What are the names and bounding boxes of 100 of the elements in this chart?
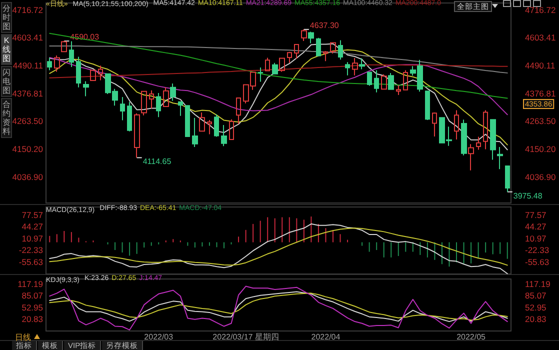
candlestick <box>316 37 321 56</box>
y-tick-label: 117.19 <box>18 279 44 290</box>
candlestick <box>185 105 190 138</box>
candlestick <box>54 55 60 72</box>
candlestick <box>352 57 358 76</box>
candlestick <box>120 96 125 121</box>
y2-tick-label: 77.57 <box>525 210 547 220</box>
candlestick <box>403 70 408 90</box>
y-tick-label: 44.27 <box>22 222 44 232</box>
y2-tick-label: 117.19 <box>525 279 551 290</box>
y-tick-label: 20.83 <box>22 314 44 324</box>
line-series <box>49 56 508 116</box>
y2-tick-label: -55.63 <box>525 256 550 267</box>
candlestick <box>505 165 510 192</box>
candlestick <box>192 117 198 148</box>
y2-tick-label: 4490.11 <box>525 60 556 71</box>
candlestick <box>149 90 154 110</box>
y2-tick-label: 52.95 <box>525 302 547 312</box>
tab-button: 分时图 <box>1 2 12 33</box>
x-tick-label: 2022/04 <box>311 332 341 342</box>
candlestick <box>229 118 234 140</box>
candlestick <box>134 112 140 158</box>
candlestick <box>69 40 74 68</box>
y-tick-label: -22.33 <box>18 245 44 256</box>
candlestick <box>490 119 496 160</box>
candlestick <box>367 71 372 86</box>
candlestick <box>214 114 219 138</box>
candlestick <box>388 72 394 90</box>
candlestick <box>497 146 503 170</box>
candlestick <box>127 101 132 132</box>
text: 3975.48 <box>513 191 543 200</box>
y2-tick-label: 20.83 <box>525 314 547 324</box>
line-series <box>49 64 508 78</box>
candlestick <box>425 90 430 121</box>
text: 日线 <box>15 332 31 342</box>
candlestick <box>236 97 241 124</box>
y2-tick-label: 4150.20 <box>525 144 556 154</box>
candlestick <box>76 56 81 88</box>
candlestick <box>381 74 387 90</box>
candlestick <box>301 28 307 42</box>
candlestick <box>163 86 169 108</box>
candlestick <box>374 70 379 93</box>
line-series <box>49 228 508 266</box>
candlestick <box>90 69 96 82</box>
candlestick <box>461 119 467 156</box>
y2-tick-label: 10.97 <box>525 233 547 244</box>
line-series <box>49 32 508 99</box>
y-tick-label: 85.07 <box>22 290 44 301</box>
y2-tick-label: 85.07 <box>525 290 547 301</box>
candlestick <box>265 57 270 72</box>
candlestick <box>272 62 278 74</box>
candlestick <box>170 82 176 102</box>
line-series <box>49 286 508 330</box>
line-series <box>49 45 508 74</box>
candlestick <box>330 42 336 54</box>
candlestick <box>476 136 481 150</box>
annotation: 4590.03 <box>70 32 100 42</box>
y-tick-label: 52.95 <box>22 302 44 312</box>
y-tick-label: 4603.41 <box>12 32 44 43</box>
candlestick <box>258 67 263 82</box>
candlestick <box>345 62 350 76</box>
y2-tick-label: 4603.41 <box>525 32 556 43</box>
y2-tick-label: 4036.90 <box>525 172 556 182</box>
candlestick <box>279 57 285 72</box>
y-tick-label: -55.63 <box>18 256 44 267</box>
y-tick-label: 10.97 <box>22 233 44 244</box>
candlestick <box>454 110 459 140</box>
candlestick <box>61 40 67 52</box>
y-tick-label: 4716.72 <box>12 4 44 15</box>
x-tick-label: 2022/05 <box>456 332 486 342</box>
candlestick <box>207 120 212 135</box>
y-tick-label: 4376.81 <box>12 88 44 98</box>
y-tick-label: 4490.11 <box>12 60 44 71</box>
y2-tick-label: -22.33 <box>525 245 550 256</box>
y-tick-label: 4150.20 <box>12 144 44 154</box>
candlestick <box>338 40 343 60</box>
tab-button: K线图 <box>1 34 12 65</box>
line-series <box>49 223 508 274</box>
y2-tick-label: 44.27 <box>525 222 547 232</box>
y-tick-label: 4263.50 <box>12 116 44 126</box>
candlestick <box>199 112 205 132</box>
y2-tick-label: 4376.81 <box>525 88 556 98</box>
candlestick <box>308 31 314 44</box>
candlestick <box>432 112 437 137</box>
y2-tick-label: 4263.50 <box>525 116 556 126</box>
candlestick <box>47 57 52 71</box>
y-tick-label: 77.57 <box>22 210 44 220</box>
candlestick <box>396 84 401 96</box>
candlestick <box>468 144 474 171</box>
x-tick-label: 2022/03/17 星期四 <box>212 332 279 342</box>
annotation: 4637.30 <box>310 20 340 30</box>
annotation: 4114.65 <box>142 157 172 166</box>
y2-tick-label: 4716.72 <box>525 4 556 15</box>
candlestick <box>483 110 488 150</box>
candlestick <box>221 124 227 147</box>
x-tick-label: 2022/03 <box>144 332 174 342</box>
candlestick <box>294 44 299 60</box>
candlestick <box>323 50 328 62</box>
candlestick <box>178 101 183 116</box>
candlestick <box>98 65 103 81</box>
